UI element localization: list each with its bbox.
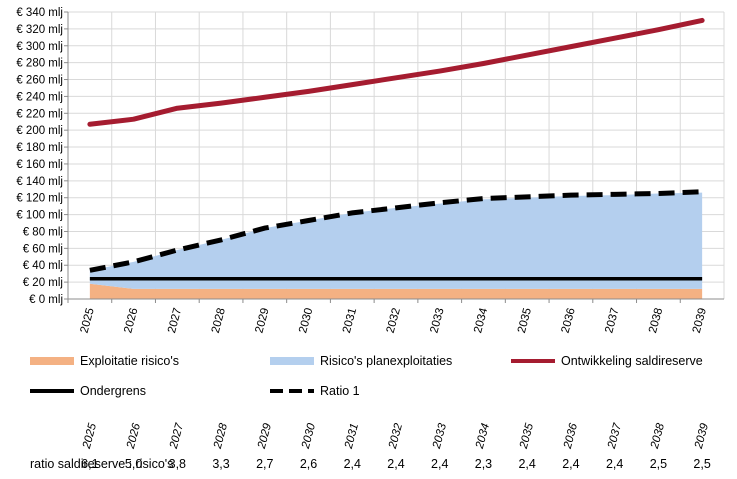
ratio-value: 2,4 <box>431 457 449 471</box>
legend-label: Ontwikkeling saldireserve <box>561 354 703 368</box>
ratio-value: 3,8 <box>168 457 187 471</box>
ratio-value: 2,5 <box>693 457 711 471</box>
y-tick-label: € 20 mlj <box>23 277 63 289</box>
area-series <box>89 192 703 299</box>
legend-swatch-ondergrens <box>30 389 74 393</box>
y-tick-label: € 260 mlj <box>16 75 63 87</box>
area-planexploitaties <box>89 192 703 289</box>
x-tick-label: 2038 <box>647 307 665 335</box>
x-tick-label: 2027 <box>166 307 184 335</box>
y-tick-label: € 100 mlj <box>16 210 63 222</box>
ratio-year: 2035 <box>518 422 537 450</box>
x-tick-label: 2033 <box>428 307 446 335</box>
y-tick-label: € 60 mlj <box>23 243 63 255</box>
ratio-year: 2034 <box>474 422 493 450</box>
y-tick-label: € 280 mlj <box>16 58 63 70</box>
x-tick-label: 2026 <box>122 307 140 335</box>
y-tick-label: € 320 mlj <box>16 24 63 36</box>
y-tick-label: € 300 mlj <box>16 41 63 53</box>
ratio-value: 2,3 <box>474 457 493 471</box>
x-axis: 2025 2026 2027 2028 2029 2030 2031 2032 2033 2034… <box>67 299 709 335</box>
legend-item-saldireserve: Ontwikkeling saldireserve <box>511 354 703 368</box>
ratio-year: 2027 <box>168 422 187 450</box>
y-tick-label: € 240 mlj <box>16 91 63 103</box>
x-tick-label: 2035 <box>516 307 534 335</box>
x-tick-label: 2029 <box>253 307 271 335</box>
legend-swatch-exploitatie <box>30 357 74 365</box>
ratio-label: ratio saldireserve : risico's <box>30 457 174 471</box>
legend-label: Exploitatie risico's <box>80 354 179 368</box>
legend-swatch-ratio <box>270 389 314 393</box>
y-tick-label: € 200 mlj <box>16 125 63 137</box>
ratio-value: 2,4 <box>562 457 580 471</box>
ratio-year: 2039 <box>693 422 712 450</box>
ratio-value: 5,0 <box>124 457 143 471</box>
x-tick-label: 2036 <box>560 307 578 335</box>
ratio-value: 2,7 <box>256 457 274 471</box>
ratio-value: 6,1 <box>81 457 99 471</box>
ratio-year: 2030 <box>299 422 318 450</box>
legend-label: Ratio 1 <box>320 384 360 398</box>
ratio-value: 2,4 <box>343 457 361 471</box>
y-tick-label: € 220 mlj <box>16 108 63 120</box>
x-tick-label: 2028 <box>210 307 228 335</box>
legend-swatch-saldireserve <box>511 359 555 363</box>
x-tick-label: 2030 <box>297 307 315 335</box>
x-tick-label: 2032 <box>385 307 403 335</box>
y-tick-label: € 160 mlj <box>16 159 63 171</box>
ratio-year: 2025 <box>80 422 99 450</box>
ratio-year: 2029 <box>255 422 274 450</box>
x-tick-label: 2037 <box>603 307 621 335</box>
line-series <box>87 17 705 281</box>
legend-item-planexploitaties: Risico's planexploitaties <box>270 354 452 368</box>
ratio-year: 2026 <box>124 422 143 450</box>
chart: € 0 mlj € 20 mlj € 40 mlj € 60 mlj € 80 mlj €… <box>16 7 725 335</box>
y-tick-label: € 120 mlj <box>16 193 63 205</box>
y-tick-label: € 80 mlj <box>23 226 63 238</box>
ratio-value: 3,3 <box>212 457 230 471</box>
ratio-year: 2036 <box>561 422 581 450</box>
y-tick-label: € 0 mlj <box>29 294 63 306</box>
ratio-year: 2038 <box>649 422 668 450</box>
legend-label: Risico's planexploitaties <box>320 354 453 368</box>
ratio-value: 2,4 <box>518 457 536 471</box>
legend-item-ratio: Ratio 1 <box>270 384 360 398</box>
ratio-value: 2,4 <box>387 457 405 471</box>
y-axis: € 0 mlj € 20 mlj € 40 mlj € 60 mlj € 80 mlj €… <box>16 7 68 306</box>
axes <box>67 12 724 300</box>
line-ratio-1 <box>89 189 703 273</box>
y-tick-label: € 40 mlj <box>23 260 63 272</box>
y-tick-label: € 140 mlj <box>16 176 63 188</box>
x-tick-label: 2031 <box>341 307 359 335</box>
legend-swatch-planexploitaties <box>270 357 314 365</box>
ratio-year: 2033 <box>430 422 449 450</box>
y-tick-label: € 180 mlj <box>16 142 63 154</box>
y-tick-label: € 340 mlj <box>16 7 63 19</box>
x-tick-label: 2025 <box>79 307 97 335</box>
line-saldireserve <box>87 17 705 127</box>
ratio-year: 2031 <box>343 422 362 450</box>
ratio-year: 2028 <box>211 422 231 450</box>
ratio-value: 2,5 <box>649 457 668 471</box>
legend-item-ondergrens: Ondergrens <box>30 384 146 398</box>
ratio-value: 2,4 <box>605 457 624 471</box>
ratio-value: 2,6 <box>299 457 318 471</box>
ratio-year: 2037 <box>605 422 624 450</box>
area-exploitatie <box>89 283 703 299</box>
x-tick-label: 2039 <box>691 307 709 335</box>
legend-label: Ondergrens <box>80 384 147 398</box>
x-tick-label: 2034 <box>472 306 490 334</box>
ratio-year: 2032 <box>386 422 406 450</box>
legend-item-exploitatie: Exploitatie risico's <box>30 354 179 368</box>
